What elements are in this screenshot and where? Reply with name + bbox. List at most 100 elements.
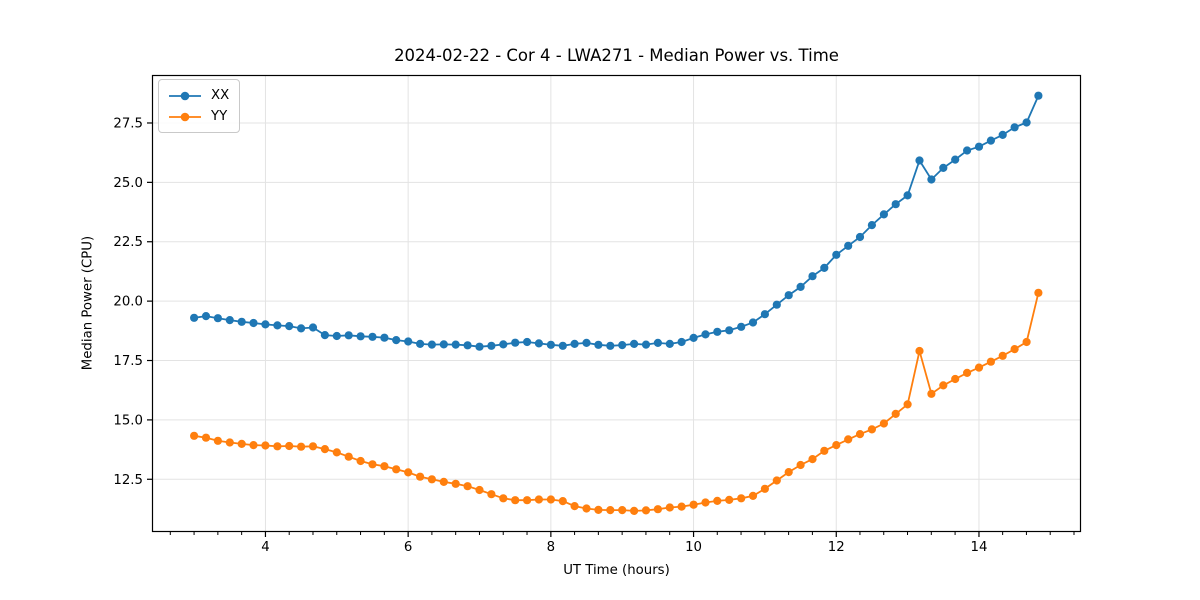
data-point-XX	[903, 191, 912, 200]
data-point-YY	[392, 465, 401, 474]
data-point-XX	[261, 320, 270, 329]
legend: XX YY	[158, 79, 241, 133]
data-point-YY	[332, 448, 341, 457]
data-point-XX	[475, 342, 484, 351]
data-point-YY	[249, 441, 258, 450]
data-point-XX	[225, 316, 234, 325]
data-point-YY	[225, 438, 234, 447]
data-point-XX	[511, 338, 520, 347]
x-tick-label: 4	[261, 540, 269, 555]
data-point-XX	[855, 232, 865, 242]
data-point-YY	[725, 495, 734, 504]
data-point-XX	[939, 163, 948, 172]
data-point-YY	[487, 490, 496, 499]
data-point-XX	[356, 332, 365, 341]
data-point-XX	[558, 341, 567, 350]
data-point-YY	[760, 484, 770, 493]
data-point-YY	[713, 496, 722, 505]
data-point-XX	[832, 250, 841, 259]
data-point-XX	[273, 321, 282, 330]
data-point-XX	[499, 340, 508, 349]
data-point-YY	[439, 477, 448, 486]
x-axis-label: UT Time (hours)	[563, 563, 670, 578]
x-tick-label: 6	[404, 540, 412, 555]
legend-swatch-XX	[169, 91, 201, 100]
data-point-YY	[1034, 288, 1043, 297]
data-point-XX	[879, 210, 889, 219]
data-point-XX	[546, 340, 556, 349]
data-point-XX	[772, 300, 781, 309]
data-point-YY	[903, 400, 912, 409]
data-point-YY	[237, 439, 246, 448]
y-tick-label: 27.5	[113, 116, 143, 131]
data-point-XX	[1010, 123, 1019, 132]
data-point-YY	[416, 472, 425, 481]
data-point-XX	[380, 333, 389, 342]
data-point-YY	[748, 491, 758, 500]
data-point-YY	[320, 445, 329, 454]
data-point-YY	[820, 446, 829, 455]
data-point-YY	[974, 363, 984, 372]
y-tick-label: 25.0	[113, 176, 143, 191]
data-point-YY	[297, 442, 306, 451]
data-point-YY	[1022, 337, 1031, 347]
data-point-YY	[558, 497, 567, 506]
data-point-XX	[201, 312, 211, 321]
data-point-XX	[570, 339, 579, 348]
data-point-YY	[201, 433, 211, 442]
data-point-YY	[653, 505, 663, 514]
data-point-YY	[855, 430, 865, 439]
data-point-YY	[939, 381, 948, 390]
data-point-YY	[285, 441, 294, 451]
data-point-YY	[570, 502, 579, 511]
data-point-YY	[1010, 345, 1019, 354]
data-point-YY	[832, 441, 841, 450]
data-point-YY	[796, 460, 805, 470]
data-point-XX	[1034, 91, 1043, 100]
x-tick-label: 8	[547, 540, 555, 555]
data-point-XX	[594, 340, 603, 349]
data-point-YY	[523, 496, 532, 505]
data-point-XX	[689, 333, 698, 342]
data-point-YY	[451, 479, 460, 488]
data-point-YY	[356, 456, 365, 466]
data-point-YY	[737, 494, 746, 503]
data-point-XX	[630, 339, 639, 348]
data-point-XX	[308, 323, 318, 332]
data-point-XX	[332, 331, 341, 341]
data-point-XX	[951, 155, 960, 164]
data-point-YY	[618, 506, 627, 515]
data-point-XX	[463, 341, 472, 350]
data-point-YY	[511, 496, 520, 505]
data-point-XX	[748, 318, 758, 327]
series-line-YY	[193, 292, 1040, 512]
data-point-YY	[808, 455, 817, 464]
data-point-YY	[867, 425, 877, 434]
x-tick-label: 12	[828, 540, 845, 555]
data-point-YY	[463, 482, 472, 491]
data-point-XX	[725, 326, 734, 335]
data-point-XX	[760, 310, 770, 319]
data-point-XX	[808, 272, 817, 281]
data-point-XX	[998, 130, 1007, 139]
data-point-YY	[951, 374, 960, 384]
data-point-YY	[963, 368, 972, 377]
data-point-XX	[891, 200, 900, 209]
data-point-YY	[891, 409, 900, 418]
data-point-YY	[772, 476, 781, 485]
data-point-XX	[285, 322, 294, 331]
legend-label-XX: XX	[211, 88, 230, 103]
data-point-YY	[427, 475, 436, 484]
data-point-YY	[594, 505, 603, 514]
data-point-XX	[368, 332, 377, 341]
data-point-XX	[416, 339, 425, 348]
data-point-XX	[796, 282, 805, 291]
data-point-YY	[261, 441, 270, 450]
data-point-YY	[986, 357, 996, 366]
legend-label-YY: YY	[211, 109, 228, 124]
legend-swatch-YY	[169, 112, 201, 121]
axes-box	[151, 74, 1082, 533]
data-point-YY	[380, 462, 389, 471]
data-point-XX	[820, 263, 829, 272]
